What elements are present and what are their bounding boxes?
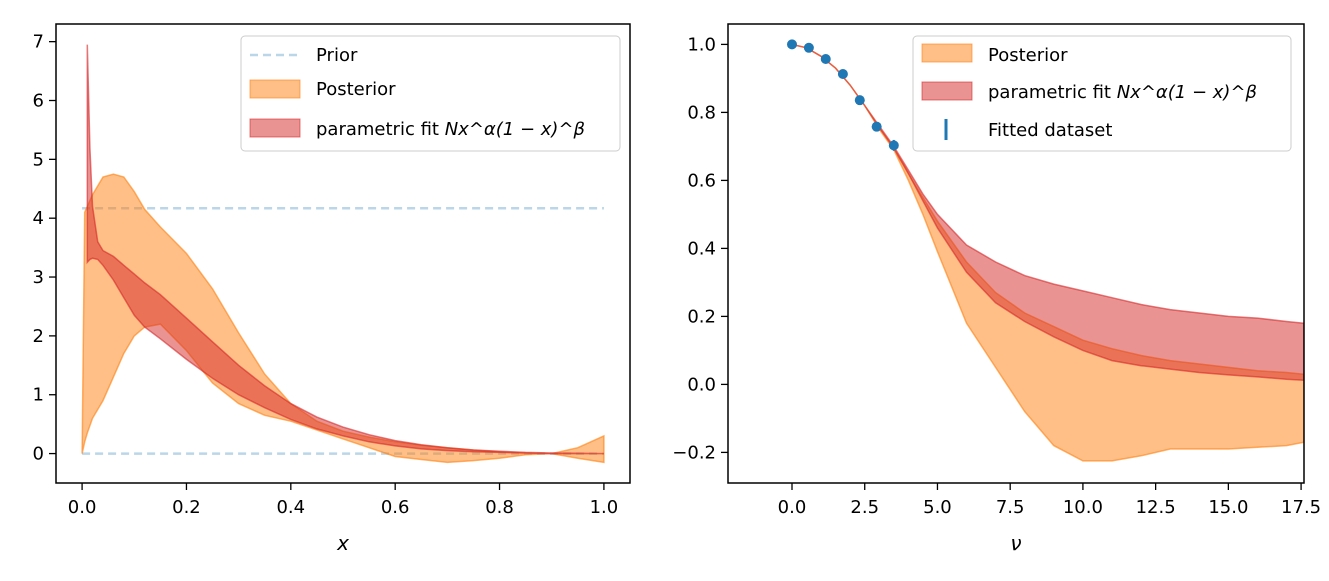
y-tick-label: 1.0: [687, 34, 716, 55]
parametric-fit-band: [86, 44, 604, 455]
legend-prior-label: Prior: [316, 45, 358, 66]
y-tick-label: −0.2: [672, 442, 716, 463]
y-tick-label: 7: [33, 32, 44, 53]
legend-parametric-label: parametric fit Nx^α(1 − x)^β: [988, 82, 1257, 103]
x-tick-label: 7.5: [996, 497, 1025, 518]
dataset-point: [820, 54, 831, 65]
y-tick-label: 0: [33, 444, 44, 465]
legend-posterior-swatch: [921, 43, 973, 63]
x-tick-label: 0.4: [276, 497, 305, 518]
y-tick-label: 6: [33, 91, 44, 112]
x-tick-label: 12.5: [1136, 497, 1176, 518]
legend-dataset-label: Fitted dataset: [988, 120, 1112, 141]
x-tick-label: 0.8: [485, 497, 514, 518]
right-plot-frame: [727, 23, 1305, 484]
x-tick-label: 5.0: [923, 497, 952, 518]
dataset-point: [803, 42, 814, 53]
right-chart: 0.0 2.5 5.0 7.5 10.0 12.5 15.0 17.5 −0.2 0.0 0.2 0.…: [672, 23, 1321, 555]
y-tick-label: 5: [33, 149, 44, 170]
x-tick-label: 0.2: [172, 497, 201, 518]
x-tick-label: 17.5: [1281, 497, 1321, 518]
x-tick-label: 10.0: [1063, 497, 1103, 518]
left-legend-box: [240, 35, 621, 152]
left-x-axis-label: x: [336, 531, 349, 555]
dataset-point: [787, 39, 797, 50]
legend-parametric-label: parametric fit Nx^α(1 − x)^β: [316, 119, 585, 140]
x-tick-label: 0.0: [778, 497, 807, 518]
x-tick-label: 0.0: [68, 497, 97, 518]
legend-posterior-label: Posterior: [316, 79, 396, 100]
right-legend: Posterior parametric fit Nx^α(1 − x)^β F…: [912, 35, 1292, 152]
legend-posterior-label: Posterior: [988, 45, 1068, 66]
y-tick-label: 4: [33, 208, 44, 229]
dataset-point: [837, 68, 848, 79]
y-tick-label: 2: [33, 326, 44, 347]
legend-parametric-swatch: [921, 81, 973, 101]
x-tick-label: 15.0: [1208, 497, 1248, 518]
parametric-fit-band: [791, 43, 1304, 382]
left-legend: Prior Posterior parametric fit Nx^α(1 − …: [240, 35, 621, 152]
left-plot-frame: [55, 23, 631, 484]
x-tick-label: 0.6: [381, 497, 410, 518]
left-chart: 0.0 0.2 0.4 0.6 0.8 1.0 0 1 2 3 4 5 6 7 x Prior Poste…: [33, 23, 631, 555]
dataset-point: [888, 140, 899, 151]
y-tick-label: 0.0: [687, 374, 716, 395]
y-tick-label: 0.4: [687, 238, 716, 259]
x-tick-label: 2.5: [850, 497, 879, 518]
x-tick-label: 1.0: [590, 497, 619, 518]
dataset-point: [854, 95, 865, 106]
y-tick-label: 3: [33, 267, 44, 288]
legend-posterior-swatch: [249, 79, 301, 99]
y-tick-label: 0.6: [687, 170, 716, 191]
dataset-point: [871, 121, 882, 132]
y-tick-label: 0.8: [687, 102, 716, 123]
legend-parametric-swatch: [249, 118, 301, 138]
right-legend-box: [912, 35, 1292, 152]
y-tick-label: 0.2: [687, 306, 716, 327]
right-x-axis-label: ν: [1010, 531, 1021, 555]
y-tick-label: 1: [33, 385, 44, 406]
